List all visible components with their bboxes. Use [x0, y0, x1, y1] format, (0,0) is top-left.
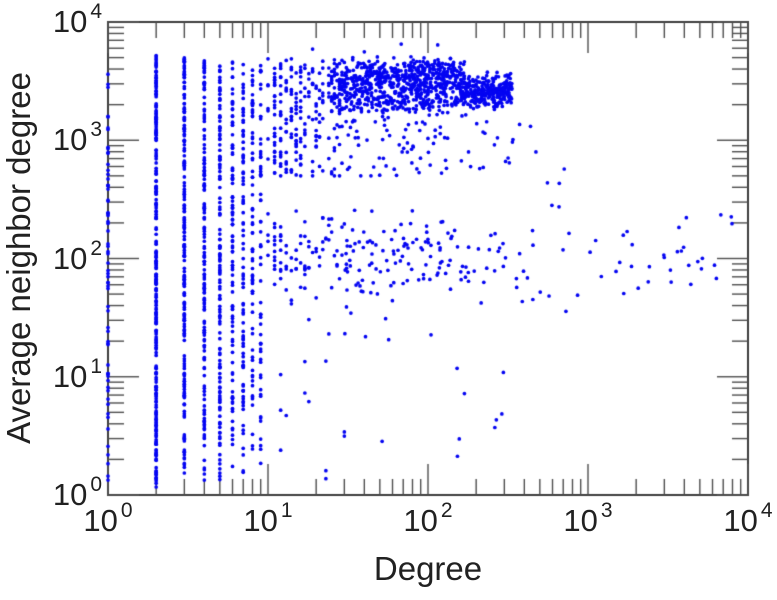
tick-label-base: 10	[52, 240, 88, 276]
x-tick-label-10e4: 10 4	[723, 500, 772, 538]
tick-label-base: 10	[723, 503, 758, 538]
tick-label-base: 10	[563, 503, 598, 538]
y-tick-label-10e1: 10 1	[0, 356, 102, 394]
tick-label-exponent: 1	[90, 354, 102, 378]
tick-label-exponent: 0	[120, 499, 133, 522]
tick-label-exponent: 0	[90, 473, 102, 496]
y-tick-label-10e4: 10 4	[0, 1, 102, 39]
x-tick-label-10e2: 10 2	[403, 500, 452, 538]
tick-label-base: 10	[403, 503, 438, 538]
tick-label-exponent: 3	[600, 499, 613, 522]
x-tick-label-10e3: 10 3	[563, 500, 612, 538]
tick-label-base: 10	[52, 4, 88, 39]
y-tick-label-10e3: 10 3	[0, 119, 102, 158]
tick-label-exponent: 4	[760, 499, 773, 522]
y-tick-label-10e0: 10 0	[0, 474, 102, 512]
tick-label-exponent: 1	[280, 499, 293, 522]
tick-label-exponent: 3	[90, 118, 102, 142]
tick-label-base: 10	[52, 122, 88, 158]
tick-label-exponent: 4	[90, 0, 102, 23]
tick-label-base: 10	[52, 358, 88, 394]
tick-label-exponent: 2	[440, 499, 453, 522]
tick-label-base: 10	[83, 503, 118, 538]
x-tick-label-10e0: 10 0	[83, 500, 132, 538]
y-tick-label-10e2: 10 2	[0, 238, 102, 276]
tick-label-base: 10	[243, 503, 278, 538]
tick-label-base: 10	[52, 477, 88, 512]
x-axis-title: Degree	[373, 550, 483, 587]
x-tick-label-10e1: 10 1	[243, 500, 292, 538]
tick-label-exponent: 2	[90, 236, 102, 260]
